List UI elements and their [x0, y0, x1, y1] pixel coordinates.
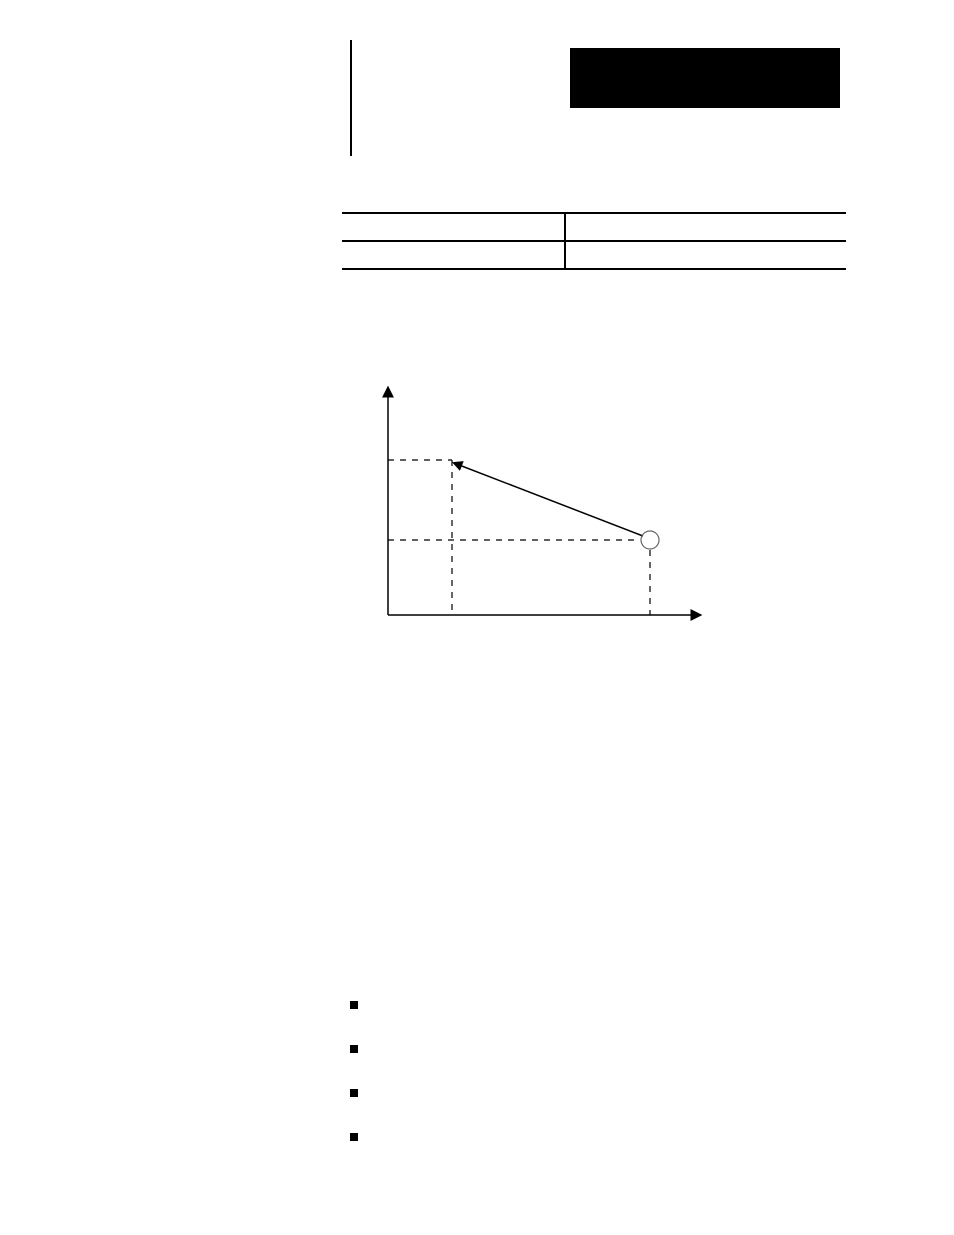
- bullet-icon: [350, 1089, 358, 1097]
- diagram-svg: [340, 380, 760, 650]
- start-point-marker: [641, 531, 659, 549]
- header-vertical-rule: [350, 40, 352, 156]
- vector-line: [454, 463, 643, 536]
- header-black-box: [570, 48, 840, 108]
- table-cell: [566, 214, 846, 240]
- table-cell: [342, 214, 566, 240]
- table-row: [342, 212, 846, 240]
- bullet-icon: [350, 1045, 358, 1053]
- table-cell: [566, 242, 846, 268]
- bullet-list: [350, 1001, 358, 1177]
- coordinate-diagram: [340, 380, 760, 650]
- bullet-icon: [350, 1001, 358, 1009]
- page: [0, 0, 954, 1235]
- table-cell: [342, 242, 566, 268]
- guide-lines: [388, 460, 650, 615]
- data-table: [342, 212, 846, 270]
- bullet-icon: [350, 1133, 358, 1141]
- table-row: [342, 240, 846, 270]
